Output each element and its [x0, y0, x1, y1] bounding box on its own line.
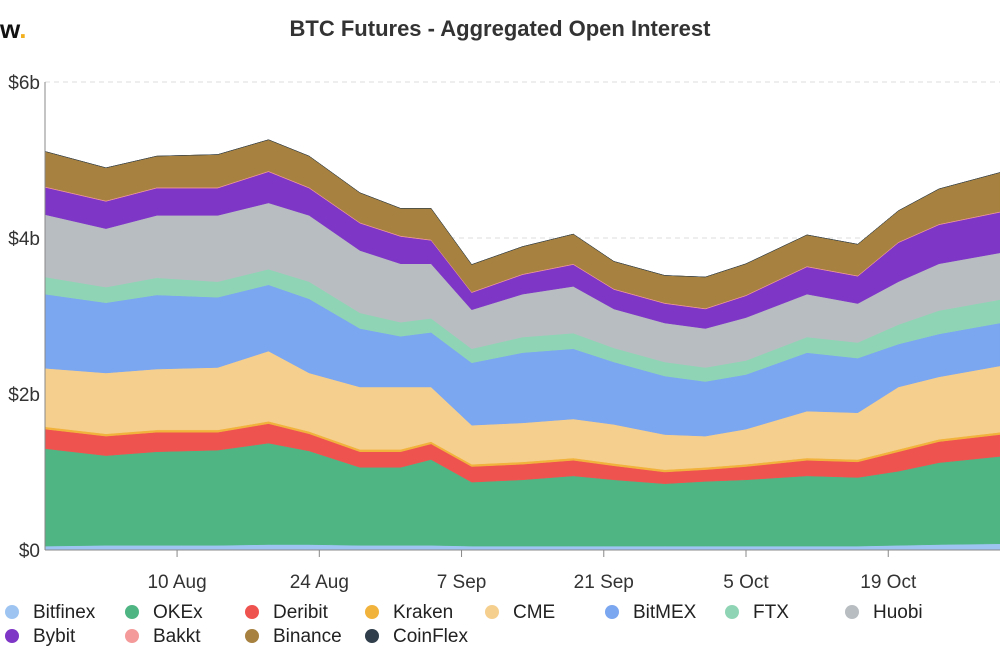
x-tick-label: 21 Sep — [574, 572, 634, 593]
legend-item-coinflex[interactable]: CoinFlex — [365, 626, 468, 648]
legend-label: BitMEX — [633, 602, 697, 623]
legend-swatch — [485, 605, 499, 619]
legend-item-bitmex[interactable]: BitMEX — [605, 602, 696, 624]
legend-item-cme[interactable]: CME — [485, 602, 555, 624]
legend-label: Bybit — [33, 626, 76, 647]
legend-label: Bakkt — [153, 626, 201, 647]
legend-item-ftx[interactable]: FTX — [725, 602, 789, 624]
legend-swatch — [845, 605, 859, 619]
legend-swatch — [245, 605, 259, 619]
y-tick-label: $6b — [8, 73, 40, 94]
legend-item-binance[interactable]: Binance — [245, 626, 342, 648]
x-tick-label: 10 Aug — [147, 572, 206, 593]
legend-label: Deribit — [273, 602, 328, 623]
legend-label: FTX — [753, 602, 789, 623]
chart-title: BTC Futures - Aggregated Open Interest — [289, 16, 711, 41]
legend-swatch — [245, 629, 259, 643]
legend-swatch — [5, 629, 19, 643]
x-tick-label: 7 Sep — [437, 572, 487, 593]
legend-item-bakkt[interactable]: Bakkt — [125, 626, 201, 648]
y-tick-label: $4b — [8, 229, 40, 250]
x-tick-label: 5 Oct — [723, 572, 769, 593]
legend-label: CME — [513, 602, 556, 623]
legend-swatch — [125, 605, 139, 619]
legend-item-deribit[interactable]: Deribit — [245, 602, 328, 624]
legend-swatch — [605, 605, 619, 619]
legend-swatch — [365, 605, 379, 619]
legend-swatch — [125, 629, 139, 643]
legend-item-bybit[interactable]: Bybit — [5, 626, 75, 648]
brand-logo-text: w — [0, 14, 20, 44]
series-area-coinflex — [44, 139, 1000, 278]
y-tick-label: $2b — [8, 385, 40, 406]
x-tick-label: 19 Oct — [860, 572, 917, 593]
legend-label: OKEx — [153, 602, 203, 623]
legend-swatch — [365, 629, 379, 643]
legend-item-huobi[interactable]: Huobi — [845, 602, 923, 624]
x-tick-label: 24 Aug — [290, 572, 349, 593]
legend-label: Kraken — [393, 602, 454, 623]
legend-label: CoinFlex — [393, 626, 468, 647]
legend-swatch — [5, 605, 19, 619]
legend-label: Binance — [273, 626, 342, 647]
legend-swatch — [725, 605, 739, 619]
legend-label: Huobi — [873, 602, 923, 623]
legend-label: Bitfinex — [33, 602, 96, 623]
area-layer — [44, 139, 1000, 551]
legend-item-kraken[interactable]: Kraken — [365, 602, 453, 624]
brand-logo: w. — [0, 14, 27, 44]
y-tick-label: $0 — [19, 541, 40, 562]
legend-item-okex[interactable]: OKEx — [125, 602, 203, 624]
axis-layer: $0 $2b $4b $6b 10 Aug 24 Aug 7 Sep 21 Sep 5 Oct 1… — [8, 73, 1000, 593]
legend-item-bitfinex[interactable]: Bitfinex — [5, 602, 95, 624]
